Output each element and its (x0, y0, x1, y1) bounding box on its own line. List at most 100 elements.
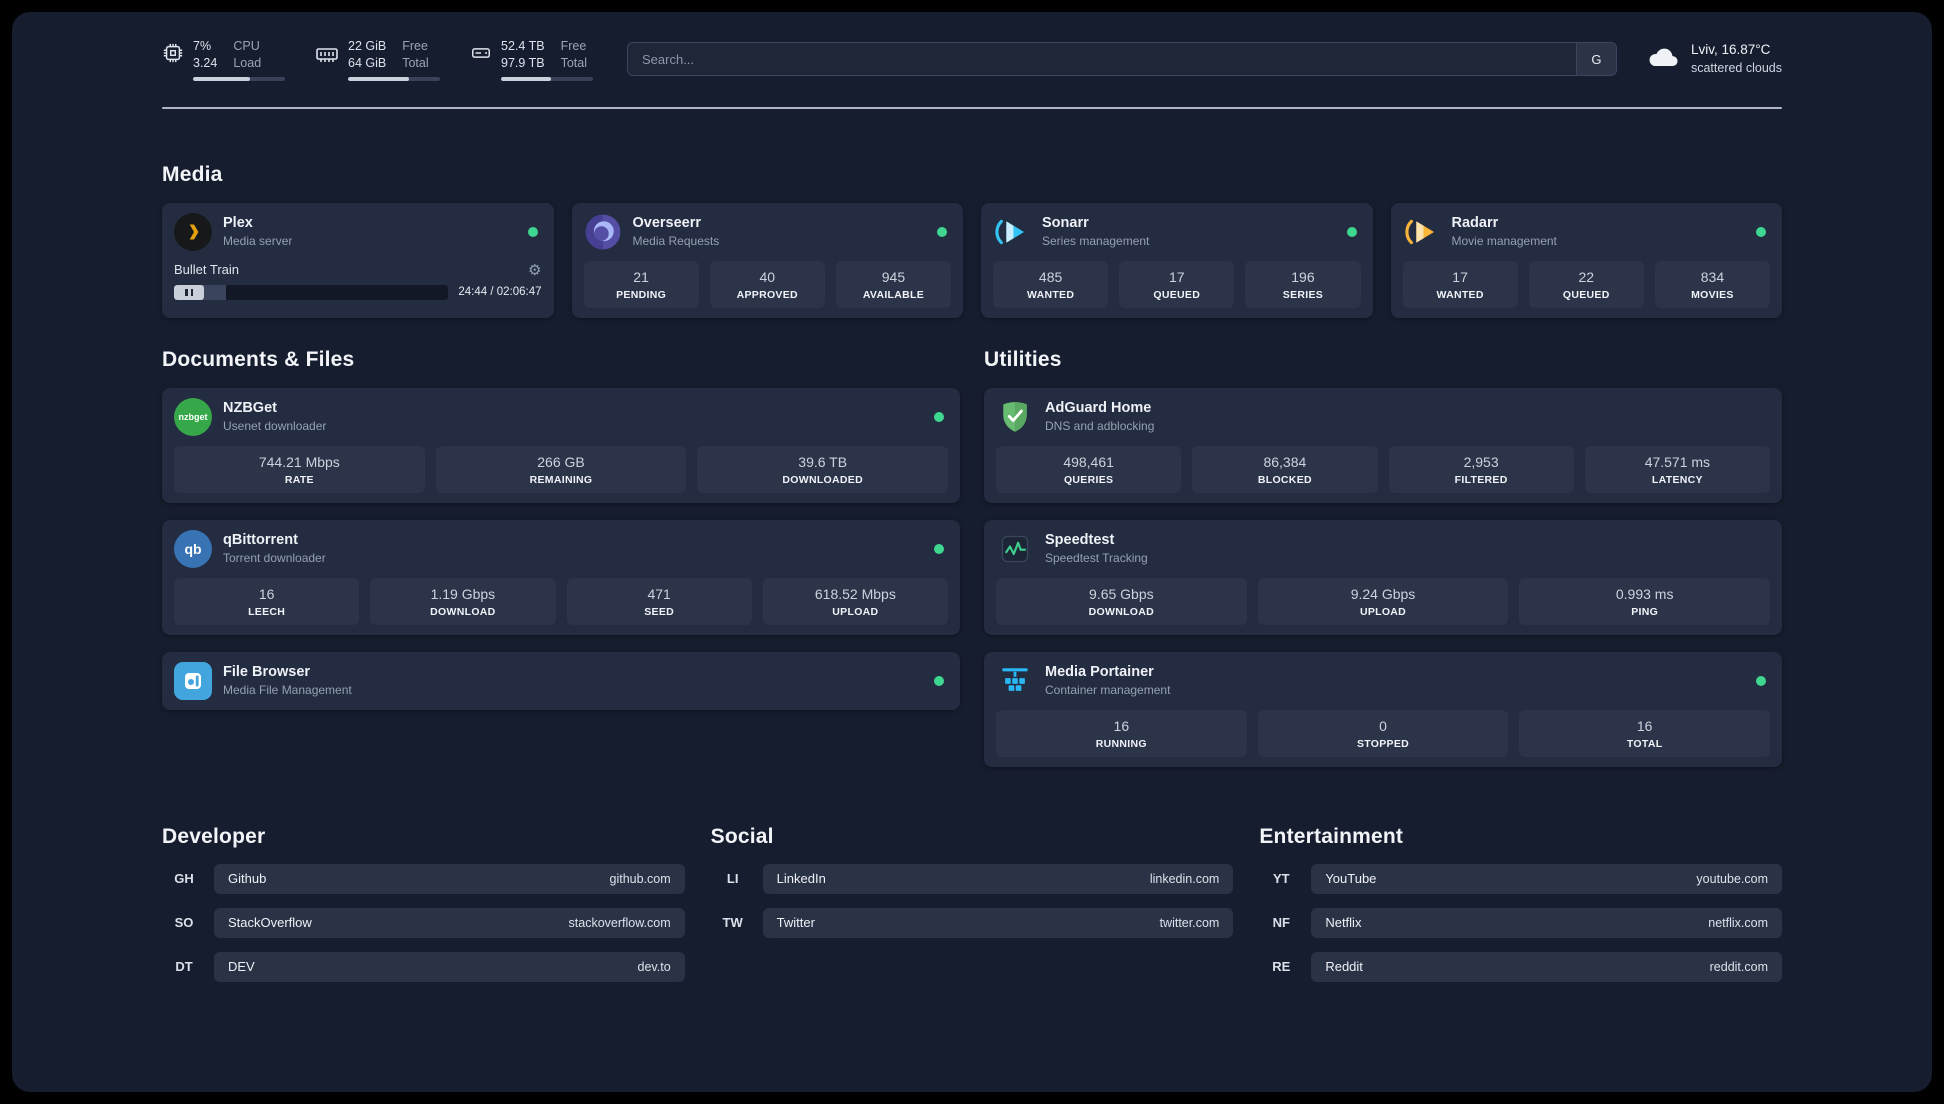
disk-total-label: Total (560, 55, 587, 70)
app-card-sonarr[interactable]: Sonarr Series management 485 WANTED 17 QUE… (981, 202, 1373, 318)
weather-condition: scattered clouds (1690, 61, 1782, 76)
bookmark-group-entertainment: Entertainment YT YouTube youtube.com NF … (1259, 825, 1782, 982)
bookmark-link-twitter[interactable]: Twitter twitter.com (762, 907, 1234, 938)
status-dot (1756, 226, 1766, 237)
stat-tile: 0.993 ms PING (1519, 577, 1771, 625)
app-subtitle: Media Requests (632, 234, 720, 249)
stat-tile: 471 SEED (566, 577, 752, 625)
bookmark-abbr: TW (722, 915, 743, 931)
cpu-usage-bar (193, 76, 285, 81)
app-card-qbittorrent[interactable]: qb qBittorrent Torrent downloader 16 LEEC… (162, 519, 960, 635)
bookmark-link-youtube[interactable]: YouTube youtube.com (1311, 863, 1782, 894)
sonarr-icon (993, 213, 1031, 251)
stat-tile: 744.21 Mbps RATE (174, 445, 425, 493)
app-card-adguard[interactable]: AdGuard Home DNS and adblocking 498,461 Q… (984, 387, 1782, 503)
portainer-icon (996, 662, 1034, 700)
bookmark-link-github[interactable]: Github github.com (214, 863, 685, 894)
search-engine-button[interactable]: G (1575, 43, 1616, 76)
topbar-divider (162, 106, 1782, 109)
stat-tile: 22 QUEUED (1528, 260, 1644, 308)
ram-icon (315, 38, 339, 66)
stat-tile: 40 APPROVED (709, 260, 825, 308)
app-name: Sonarr (1042, 214, 1089, 231)
stat-tile: 17 QUEUED (1119, 260, 1235, 308)
cpu-percent: 7% (193, 39, 212, 53)
bookmark-link-netflix[interactable]: Netflix netflix.com (1311, 907, 1782, 938)
stat-tile: 2,953 FILTERED (1388, 445, 1574, 493)
pause-button[interactable] (174, 284, 204, 300)
section-title-utilities: Utilities (984, 347, 1062, 371)
bookmark-link-reddit[interactable]: Reddit reddit.com (1311, 951, 1782, 982)
cpu-icon (162, 38, 184, 64)
bookmark-abbr: NF (1272, 915, 1290, 931)
stat-tile: 21 PENDING (583, 260, 699, 308)
app-card-portainer[interactable]: Media Portainer Container management 16 R… (984, 651, 1782, 767)
speedtest-icon (996, 530, 1034, 568)
overseerr-icon (584, 213, 622, 251)
app-name: Overseerr (632, 214, 702, 231)
ram-total-value: 64 GiB (348, 55, 387, 70)
app-card-nzbget[interactable]: nzbget NZBGet Usenet downloader 744.21 M… (162, 387, 960, 503)
stat-tile: 498,461 QUERIES (996, 445, 1182, 493)
system-metrics: 7% 3.24 CPU Load (162, 38, 593, 81)
stat-tile: 39.6 TB DOWNLOADED (697, 445, 949, 493)
cpu-label: CPU (233, 39, 260, 53)
app-card-filebrowser[interactable]: File Browser Media File Management (162, 651, 960, 710)
disk-metric: 52.4 TB 97.9 TB Free Total (470, 38, 593, 81)
app-subtitle: Usenet downloader (223, 419, 327, 434)
stat-tile: 9.65 Gbps DOWNLOAD (996, 577, 1247, 625)
bookmark-group-developer: Developer GH Github github.com SO StackO… (162, 825, 685, 982)
stat-tile: 0 STOPPED (1257, 709, 1509, 757)
bookmark-link-stackoverflow[interactable]: StackOverflow stackoverflow.com (214, 907, 685, 938)
playback-time: 24:44 / 02:06:47 (458, 286, 542, 299)
status-dot (937, 226, 947, 237)
bookmark-link-linkedin[interactable]: LinkedIn linkedin.com (762, 863, 1234, 894)
ram-free-value: 22 GiB (348, 39, 387, 53)
app-subtitle: Media server (223, 234, 293, 249)
stat-tile: 17 WANTED (1402, 260, 1518, 308)
bookmark-abbr: SO (174, 915, 194, 931)
app-card-radarr[interactable]: Radarr Movie management 17 WANTED 22 QUEUE… (1390, 202, 1782, 318)
app-card-overseerr[interactable]: Overseerr Media Requests 21 PENDING 40 APP… (571, 202, 963, 318)
now-playing-title: Bullet Train (174, 262, 240, 278)
app-subtitle: Torrent downloader (223, 551, 326, 566)
cpu-load-label: Load (233, 55, 262, 70)
stat-tile: 485 WANTED (993, 260, 1109, 308)
gear-icon[interactable]: ⚙ (528, 261, 542, 279)
plex-icon (174, 212, 212, 251)
app-card-speedtest[interactable]: Speedtest Speedtest Tracking 9.65 Gbps DO… (984, 519, 1782, 635)
disk-total-value: 97.9 TB (501, 55, 545, 70)
app-name: NZBGet (223, 399, 277, 416)
disk-icon (470, 38, 492, 64)
app-card-plex[interactable]: Plex Media server Bullet Train ⚙ (162, 202, 554, 318)
search-input[interactable] (628, 43, 1576, 76)
ram-total-label: Total (402, 55, 429, 70)
app-subtitle: Container management (1045, 683, 1171, 698)
ram-usage-bar (348, 76, 440, 81)
section-title-entertainment: Entertainment (1259, 824, 1404, 848)
status-dot (934, 675, 944, 686)
stat-tile: 196 SERIES (1245, 260, 1361, 308)
weather-widget[interactable]: Lviv, 16.87°C scattered clouds (1645, 39, 1782, 80)
stat-tile: 47.571 ms LATENCY (1584, 445, 1770, 493)
bookmark-link-dev[interactable]: DEV dev.to (214, 951, 685, 982)
search-bar: G (627, 42, 1617, 77)
app-name: Radarr (1451, 214, 1499, 231)
ram-free-label: Free (402, 39, 428, 53)
section-title-developer: Developer (162, 824, 266, 848)
bookmark-group-social: Social LI LinkedIn linkedin.com TW Twitt… (711, 825, 1234, 982)
app-name: Plex (223, 214, 253, 231)
app-name: Media Portainer (1045, 663, 1154, 680)
app-subtitle: Speedtest Tracking (1045, 551, 1148, 566)
cloud-icon (1645, 39, 1681, 80)
bookmark-abbr: DT (175, 959, 193, 975)
cpu-load-value: 3.24 (193, 55, 218, 70)
playback-progress-bar[interactable] (174, 284, 449, 300)
section-title-documents: Documents & Files (162, 347, 355, 371)
ram-metric: 22 GiB 64 GiB Free Total (315, 38, 440, 81)
weather-location: Lviv, 16.87°C (1690, 42, 1771, 58)
stat-tile: 945 AVAILABLE (835, 260, 952, 308)
bookmark-row: YT YouTube youtube.com (1259, 863, 1782, 894)
app-subtitle: Series management (1042, 234, 1150, 249)
utilities-column: Utilities AdGuard Home DNS and adblockin… (984, 348, 1782, 767)
